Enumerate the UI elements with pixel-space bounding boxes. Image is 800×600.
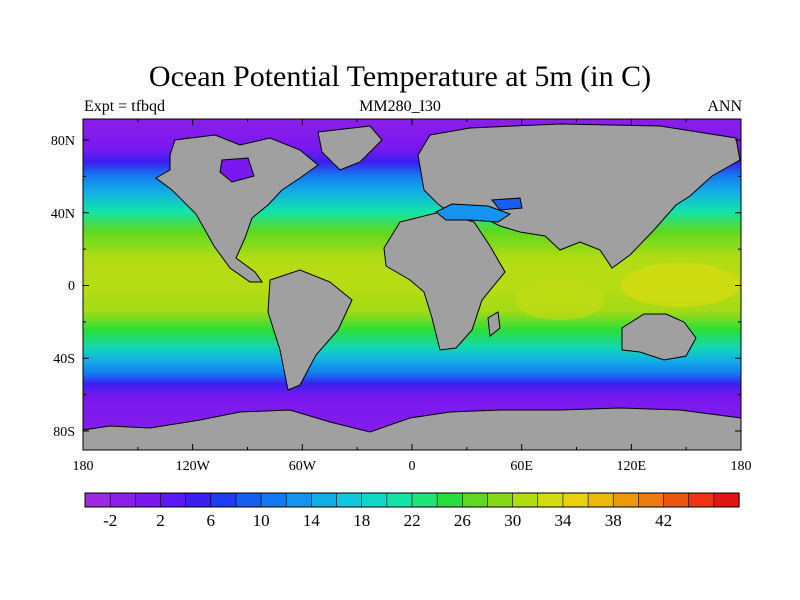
colorbar-box: [135, 492, 162, 508]
mediterranean-sea: [435, 203, 512, 223]
map-title: Ocean Potential Temperature at 5m (in C): [148, 60, 652, 93]
lat-label-80n: 80N: [51, 134, 75, 149]
colorbar-box: [562, 492, 589, 508]
greenland-land: [317, 125, 383, 171]
black-sea: [491, 197, 523, 211]
colorbar-box: [210, 492, 237, 508]
warm-pool-west-pacific: [620, 263, 740, 307]
colorbar-box: [663, 492, 690, 508]
colorbar-label: 22: [404, 511, 421, 530]
inland-seas: [219, 157, 523, 223]
experiment-label: Expt = tfbqd: [84, 98, 166, 115]
colorbar-label: -2: [103, 511, 117, 530]
case-label: MM280_I30: [359, 98, 441, 115]
colorbar-box: [587, 492, 614, 508]
colorbar-labels: -2 2 6 10 14 18 22 26 30 34 38 42: [103, 511, 672, 530]
north-america-land: [155, 134, 319, 283]
lon-label-120w: 120W: [176, 459, 211, 474]
lon-label-180e: 180: [731, 459, 752, 474]
colorbar-box: [109, 492, 136, 508]
colorbar-box: [84, 492, 111, 508]
colorbar-box: [537, 492, 564, 508]
hudson-bay: [219, 157, 255, 183]
colorbar-box: [185, 492, 212, 508]
colorbar-box: [386, 492, 413, 508]
colorbar-box: [713, 492, 740, 508]
lon-label-0: 0: [409, 459, 416, 474]
colorbar-box: [160, 492, 187, 508]
colorbar: [84, 492, 740, 508]
colorbar-label: 26: [454, 511, 471, 530]
lon-label-60w: 60W: [289, 459, 317, 474]
south-america-land: [267, 269, 353, 391]
lat-label-40s: 40S: [53, 352, 75, 367]
colorbar-label: 10: [253, 511, 270, 530]
lon-label-60e: 60E: [510, 459, 533, 474]
colorbar-box: [612, 492, 639, 508]
colorbar-box: [487, 492, 514, 508]
lat-tick-labels: 80N 40N 0 40S 80S: [51, 134, 75, 440]
colorbar-label: 2: [156, 511, 165, 530]
colorbar-box: [512, 492, 539, 508]
lat-label-40n: 40N: [51, 207, 75, 222]
colorbar-box: [361, 492, 388, 508]
australia-land: [621, 313, 697, 361]
land-masses: [83, 123, 741, 450]
lon-tick-labels: 180 120W 60W 0 60E 120E 180: [73, 459, 752, 474]
lat-label-0: 0: [68, 279, 75, 294]
lat-label-80s: 80S: [53, 425, 75, 440]
colorbar-box: [235, 492, 262, 508]
madagascar-land: [487, 311, 501, 337]
colorbar-label: 14: [303, 511, 321, 530]
colorbar-label: 38: [605, 511, 622, 530]
period-label: ANN: [707, 98, 742, 115]
colorbar-frame: [84, 492, 740, 508]
lon-label-180w: 180: [73, 459, 94, 474]
colorbar-box: [638, 492, 665, 508]
colorbar-box: [336, 492, 363, 508]
colorbar-box: [411, 492, 438, 508]
colorbar-label: 18: [353, 511, 370, 530]
colorbar-box: [285, 492, 312, 508]
map-field: [83, 119, 741, 450]
antarctica-land: [83, 407, 741, 450]
colorbar-box: [311, 492, 338, 508]
warm-pool-indian-ocean: [515, 280, 605, 320]
longitude-axis: [82, 119, 742, 450]
lon-label-120e: 120E: [617, 459, 647, 474]
colorbar-label: 30: [504, 511, 521, 530]
latitude-axis: [83, 139, 741, 432]
colorbar-label: 34: [555, 511, 573, 530]
colorbar-label: 42: [655, 511, 672, 530]
colorbar-box: [688, 492, 715, 508]
colorbar-box: [260, 492, 287, 508]
colorbar-box: [462, 492, 489, 508]
colorbar-box: [436, 492, 463, 508]
colorbar-label: 6: [207, 511, 216, 530]
